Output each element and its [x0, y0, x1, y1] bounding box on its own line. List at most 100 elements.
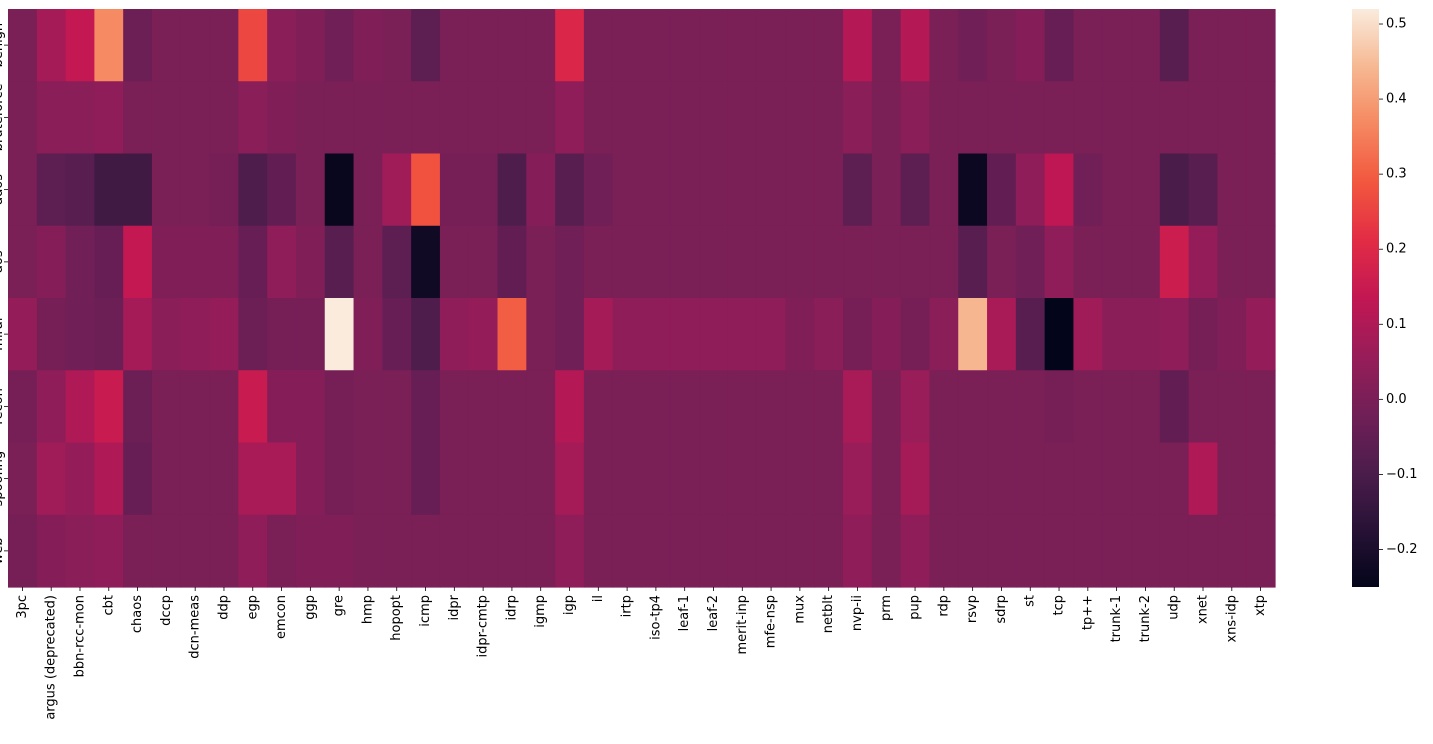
heatmap-cell-dos-hopopt: [382, 225, 412, 299]
heatmap-cell-mirai-idrp: [497, 298, 527, 371]
heatmap-cell-ddos-xnet: [1188, 153, 1219, 227]
heatmap-cell-bruteforce-netblt: [814, 81, 844, 155]
column-label-rdp: rdp: [936, 595, 951, 617]
heatmap-cell-recon-st: [1015, 370, 1046, 444]
heatmap-cell-benign-idpr: [439, 9, 470, 82]
heatmap-cell-web-dccp: [151, 514, 182, 588]
heatmap-cell-web-trunk-1: [1102, 514, 1132, 588]
column-label-icmp: icmp: [418, 595, 433, 627]
heatmap-cell-mirai-tp++: [1073, 298, 1103, 371]
heatmap-cell-mirai-leaf-2: [699, 298, 729, 371]
heatmap-cell-bruteforce-st: [1015, 81, 1046, 155]
heatmap-cell-mirai-irtp: [612, 298, 643, 371]
heatmap-cell-spoofing-mux: [785, 442, 815, 516]
heatmap-cell-ddos-xtp: [1246, 153, 1276, 227]
heatmap-cell-ddos-ggp: [295, 153, 326, 227]
colorbar-tick-label: 0.3: [1386, 167, 1407, 182]
heatmap-cell-dos-il: [583, 225, 614, 299]
heatmap-cell-benign-pup: [900, 9, 931, 82]
heatmap-cell-mirai-egp: [238, 298, 268, 371]
heatmap-cell-recon-hopopt: [382, 370, 412, 444]
heatmap-cell-ddos-pup: [900, 153, 931, 227]
heatmap-cell-dos-idpr: [439, 225, 470, 299]
heatmap-cell-bruteforce-gre: [324, 81, 355, 155]
heatmap-cell-recon-bbn-rcc-mon: [65, 370, 95, 444]
column-label-il: il: [591, 595, 606, 602]
heatmap-cell-spoofing-idrp: [497, 442, 527, 516]
heatmap-cell-recon-rdp: [929, 370, 959, 444]
heatmap-cell-web-idpr-cmtp: [468, 514, 499, 588]
heatmap-cell-ddos-trunk-2: [1131, 153, 1161, 227]
heatmap-cell-bruteforce-pup: [900, 81, 931, 155]
heatmap-cell-benign-dcn-meas: [180, 9, 211, 82]
heatmap-cell-mirai-xns-idp: [1217, 298, 1247, 371]
heatmap-cells: [8, 9, 1276, 588]
colorbar-tick-label: 0.5: [1386, 17, 1407, 32]
heatmap-cell-benign-rdp: [929, 9, 959, 82]
heatmap-cell-benign-argus (deprecated): [36, 9, 67, 82]
heatmap-cell-mirai-igp: [555, 298, 585, 371]
heatmap-cell-spoofing-leaf-2: [699, 442, 729, 516]
heatmap-cell-mirai-tcp: [1044, 298, 1075, 371]
heatmap-cell-ddos-idpr-cmtp: [468, 153, 499, 227]
heatmap-cell-web-mfe-nsp: [756, 514, 787, 588]
heatmap-cell-web-tp++: [1073, 514, 1103, 588]
heatmap-cell-mirai-ggp: [295, 298, 326, 371]
column-label-ggp: ggp: [303, 595, 318, 620]
heatmap-cell-web-iso-tp4: [641, 514, 671, 588]
heatmap-cell-bruteforce-nvp-ii: [843, 81, 873, 155]
heatmap-cell-web-sdrp: [987, 514, 1017, 588]
heatmap-cell-ddos-dccp: [151, 153, 182, 227]
heatmap-cell-spoofing-argus (deprecated): [36, 442, 67, 516]
heatmap-cell-dos-ggp: [295, 225, 326, 299]
heatmap-cell-web-hopopt: [382, 514, 412, 588]
heatmap-cell-benign-ddp: [209, 9, 239, 82]
column-label-tp++: tp++: [1080, 595, 1095, 630]
column-label-3pc: 3pc: [15, 595, 30, 619]
heatmap-cell-dos-ddp: [209, 225, 239, 299]
column-label-hmp: hmp: [360, 595, 375, 624]
heatmap-cell-mirai-igmp: [526, 298, 556, 371]
heatmap-cell-spoofing-pup: [900, 442, 931, 516]
colorbar: −0.2 −0.1 0.0 0.1 0.2 0.3 0.4 0.5: [1352, 9, 1418, 587]
column-label-netblt: netblt: [821, 595, 836, 633]
heatmap-cell-spoofing-xns-idp: [1217, 442, 1247, 516]
heatmap-cell-benign-chaos: [123, 9, 153, 82]
heatmap-cell-mirai-rsvp: [958, 298, 988, 371]
heatmap-cell-ddos-hmp: [353, 153, 383, 227]
heatmap-cell-recon-igp: [555, 370, 585, 444]
column-label-ddp: ddp: [216, 595, 231, 620]
heatmap-cell-dos-idrp: [497, 225, 527, 299]
heatmap-cell-recon-dcn-meas: [180, 370, 211, 444]
heatmap-cell-web-ddp: [209, 514, 239, 588]
heatmap-cell-dos-rsvp: [958, 225, 988, 299]
heatmap-cell-benign-st: [1015, 9, 1046, 82]
heatmap-cell-ddos-ddp: [209, 153, 239, 227]
heatmap-cell-mirai-idpr-cmtp: [468, 298, 499, 371]
heatmap-cell-benign-irtp: [612, 9, 643, 82]
heatmap-cell-bruteforce-egp: [238, 81, 268, 155]
heatmap-cell-mirai-merit-inp: [727, 298, 758, 371]
colorbar-tick-label: −0.2: [1386, 542, 1418, 557]
heatmap-cell-spoofing-sdrp: [987, 442, 1017, 516]
heatmap-cell-bruteforce-prm: [871, 81, 902, 155]
heatmap-cell-dos-cbt: [94, 225, 124, 299]
heatmap-cell-bruteforce-idrp: [497, 81, 527, 155]
colorbar-tick-label: −0.1: [1386, 467, 1418, 482]
heatmap-cell-mirai-trunk-2: [1131, 298, 1161, 371]
heatmap-cell-ddos-sdrp: [987, 153, 1017, 227]
heatmap-cell-recon-pup: [900, 370, 931, 444]
heatmap-cell-benign-nvp-ii: [843, 9, 873, 82]
heatmap-cell-dos-merit-inp: [727, 225, 758, 299]
heatmap-cell-bruteforce-argus (deprecated): [36, 81, 67, 155]
heatmap-cell-bruteforce-il: [583, 81, 614, 155]
heatmap-cell-benign-igmp: [526, 9, 556, 82]
heatmap-cell-web-3pc: [8, 514, 38, 588]
heatmap-cell-benign-leaf-1: [670, 9, 700, 82]
heatmap-cell-ddos-nvp-ii: [843, 153, 873, 227]
heatmap-cell-web-igp: [555, 514, 585, 588]
heatmap-cell-mirai-3pc: [8, 298, 38, 371]
heatmap-cell-recon-il: [583, 370, 614, 444]
column-label-sdrp: sdrp: [994, 595, 1009, 624]
